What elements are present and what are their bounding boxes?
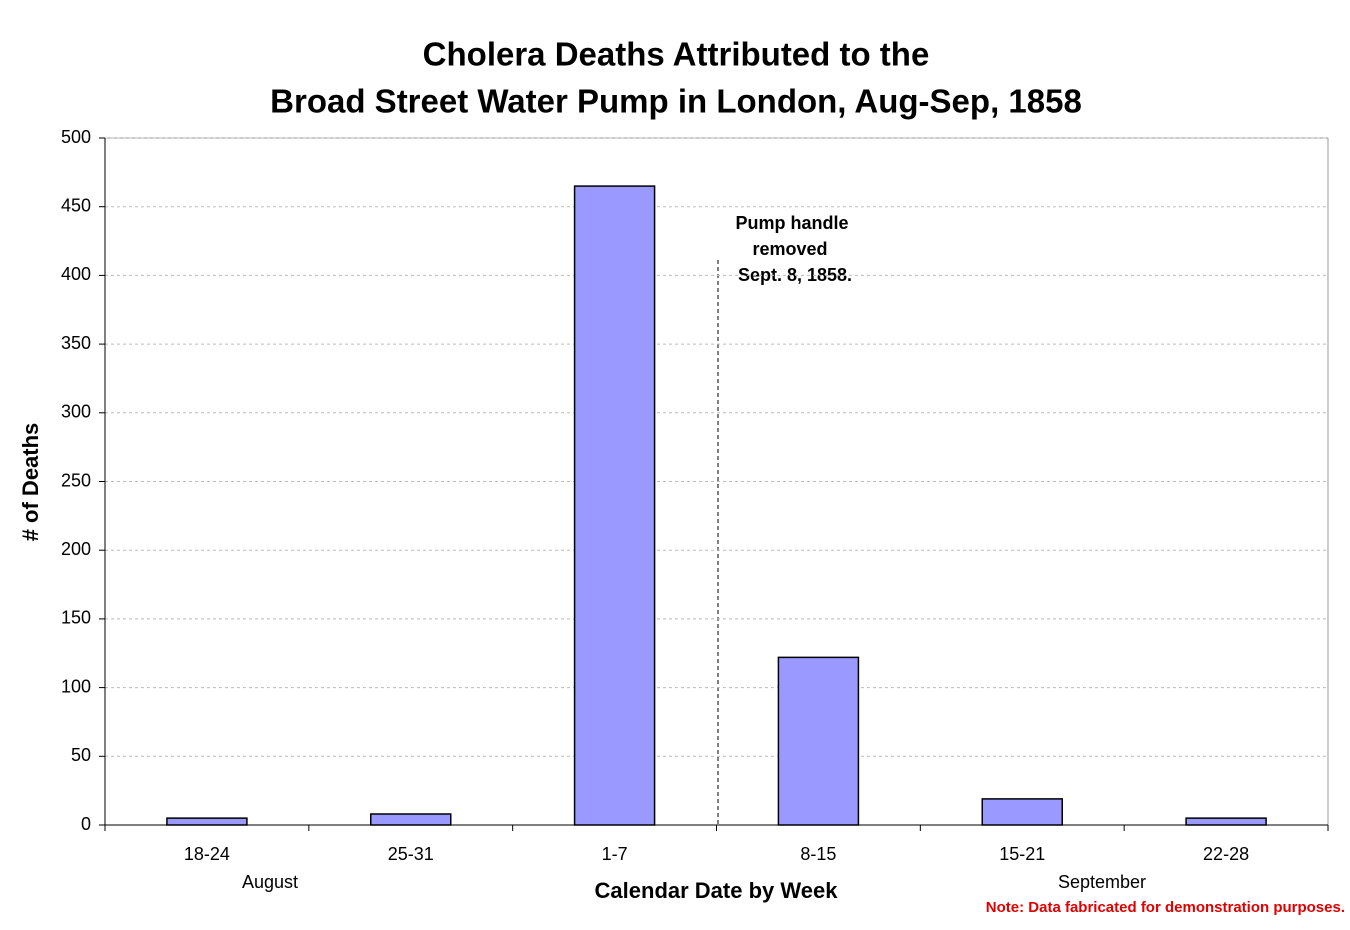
chart-title: Broad Street Water Pump in London, Aug-S… [270, 83, 1082, 120]
bar [981, 798, 1063, 826]
note: Note: Data fabricated for demonstration … [986, 899, 1345, 916]
y-tick-label: 250 [61, 470, 91, 490]
y-axis-title: # of Deaths [18, 423, 43, 542]
chart-title: Cholera Deaths Attributed to the [423, 36, 930, 73]
y-tick-label: 200 [61, 539, 91, 559]
x-tick-label: 22-28 [1203, 844, 1249, 864]
x-tick-label: 1-7 [602, 844, 628, 864]
y-tick-label: 150 [61, 608, 91, 628]
y-tick-label: 350 [61, 333, 91, 353]
group-label: August [242, 872, 298, 892]
bar [1185, 817, 1267, 826]
bar [166, 817, 248, 826]
annotation: Sept. 8, 1858. [738, 265, 852, 285]
y-tick-label: 0 [81, 814, 91, 834]
group-label: September [1058, 872, 1146, 892]
bar [573, 185, 656, 826]
annotation: Pump handle [735, 213, 848, 233]
y-tick-label: 400 [61, 264, 91, 284]
x-tick-label: 18-24 [184, 844, 230, 864]
bar [370, 813, 452, 826]
y-tick-label: 100 [61, 676, 91, 696]
x-tick-label: 15-21 [999, 844, 1045, 864]
x-axis-title: Calendar Date by Week [595, 878, 839, 903]
y-tick-label: 50 [71, 745, 91, 765]
x-tick-label: 8-15 [800, 844, 836, 864]
annotation: removed [752, 239, 827, 259]
y-tick-label: 300 [61, 402, 91, 422]
y-tick-label: 500 [61, 127, 91, 147]
y-tick-label: 450 [61, 195, 91, 215]
x-tick-label: 25-31 [388, 844, 434, 864]
bar [777, 656, 860, 826]
